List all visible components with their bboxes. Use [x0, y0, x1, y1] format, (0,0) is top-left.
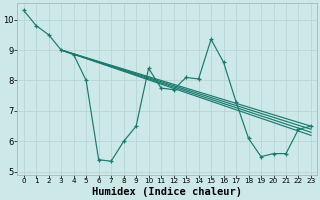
- X-axis label: Humidex (Indice chaleur): Humidex (Indice chaleur): [92, 187, 242, 197]
